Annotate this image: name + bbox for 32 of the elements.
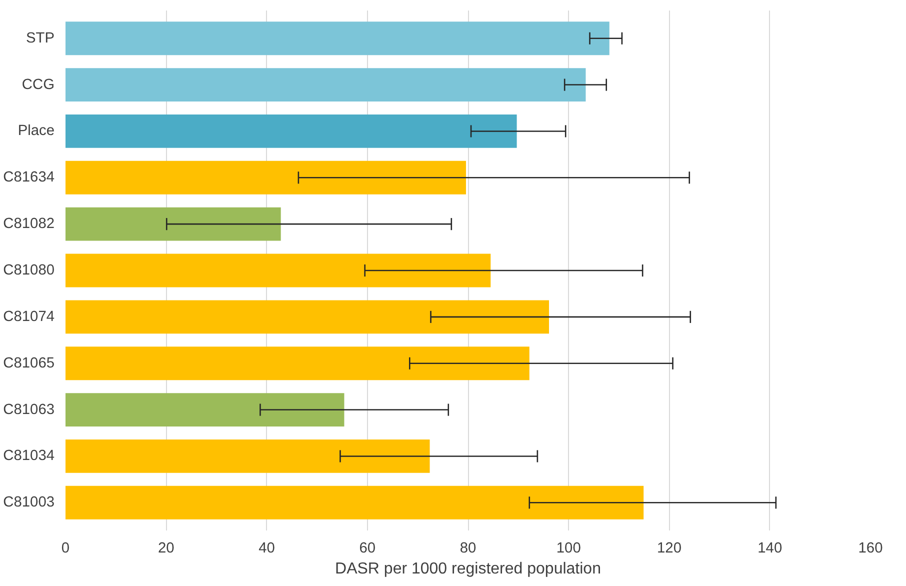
bar [66,114,517,148]
y-tick-label: C81034 [3,448,55,464]
bar [66,22,610,56]
y-tick-label: CCG [22,76,55,93]
y-tick-label: C81080 [3,262,55,278]
y-tick-label: Place [18,123,55,140]
x-tick-label: 20 [158,540,174,556]
y-tick-label: C81003 [3,494,55,511]
y-tick-label: STP [26,30,55,46]
x-tick-label: 160 [858,540,883,556]
x-tick-label: 40 [258,540,275,556]
bar [66,207,281,241]
bar [66,68,586,102]
x-tick-label: 60 [359,540,376,556]
x-tick-label: 80 [460,540,476,556]
x-tick-label: 140 [758,540,782,556]
y-tick-label: C81634 [3,170,55,186]
y-tick-label: C81074 [3,308,55,325]
bar [66,160,466,194]
bar [66,486,644,520]
y-tick-label: C81065 [3,355,55,372]
bar [66,300,550,334]
x-axis-title: DASR per 1000 registered population [335,560,601,578]
bar [66,440,430,473]
x-tick-label: 120 [657,540,682,556]
y-tick-label: C81063 [3,402,55,418]
bar [66,393,344,426]
x-tick-label: 0 [61,540,70,556]
bar [66,254,491,288]
x-tick-label: 100 [556,540,581,556]
y-tick-label: C81082 [3,216,55,232]
bar [66,346,530,380]
